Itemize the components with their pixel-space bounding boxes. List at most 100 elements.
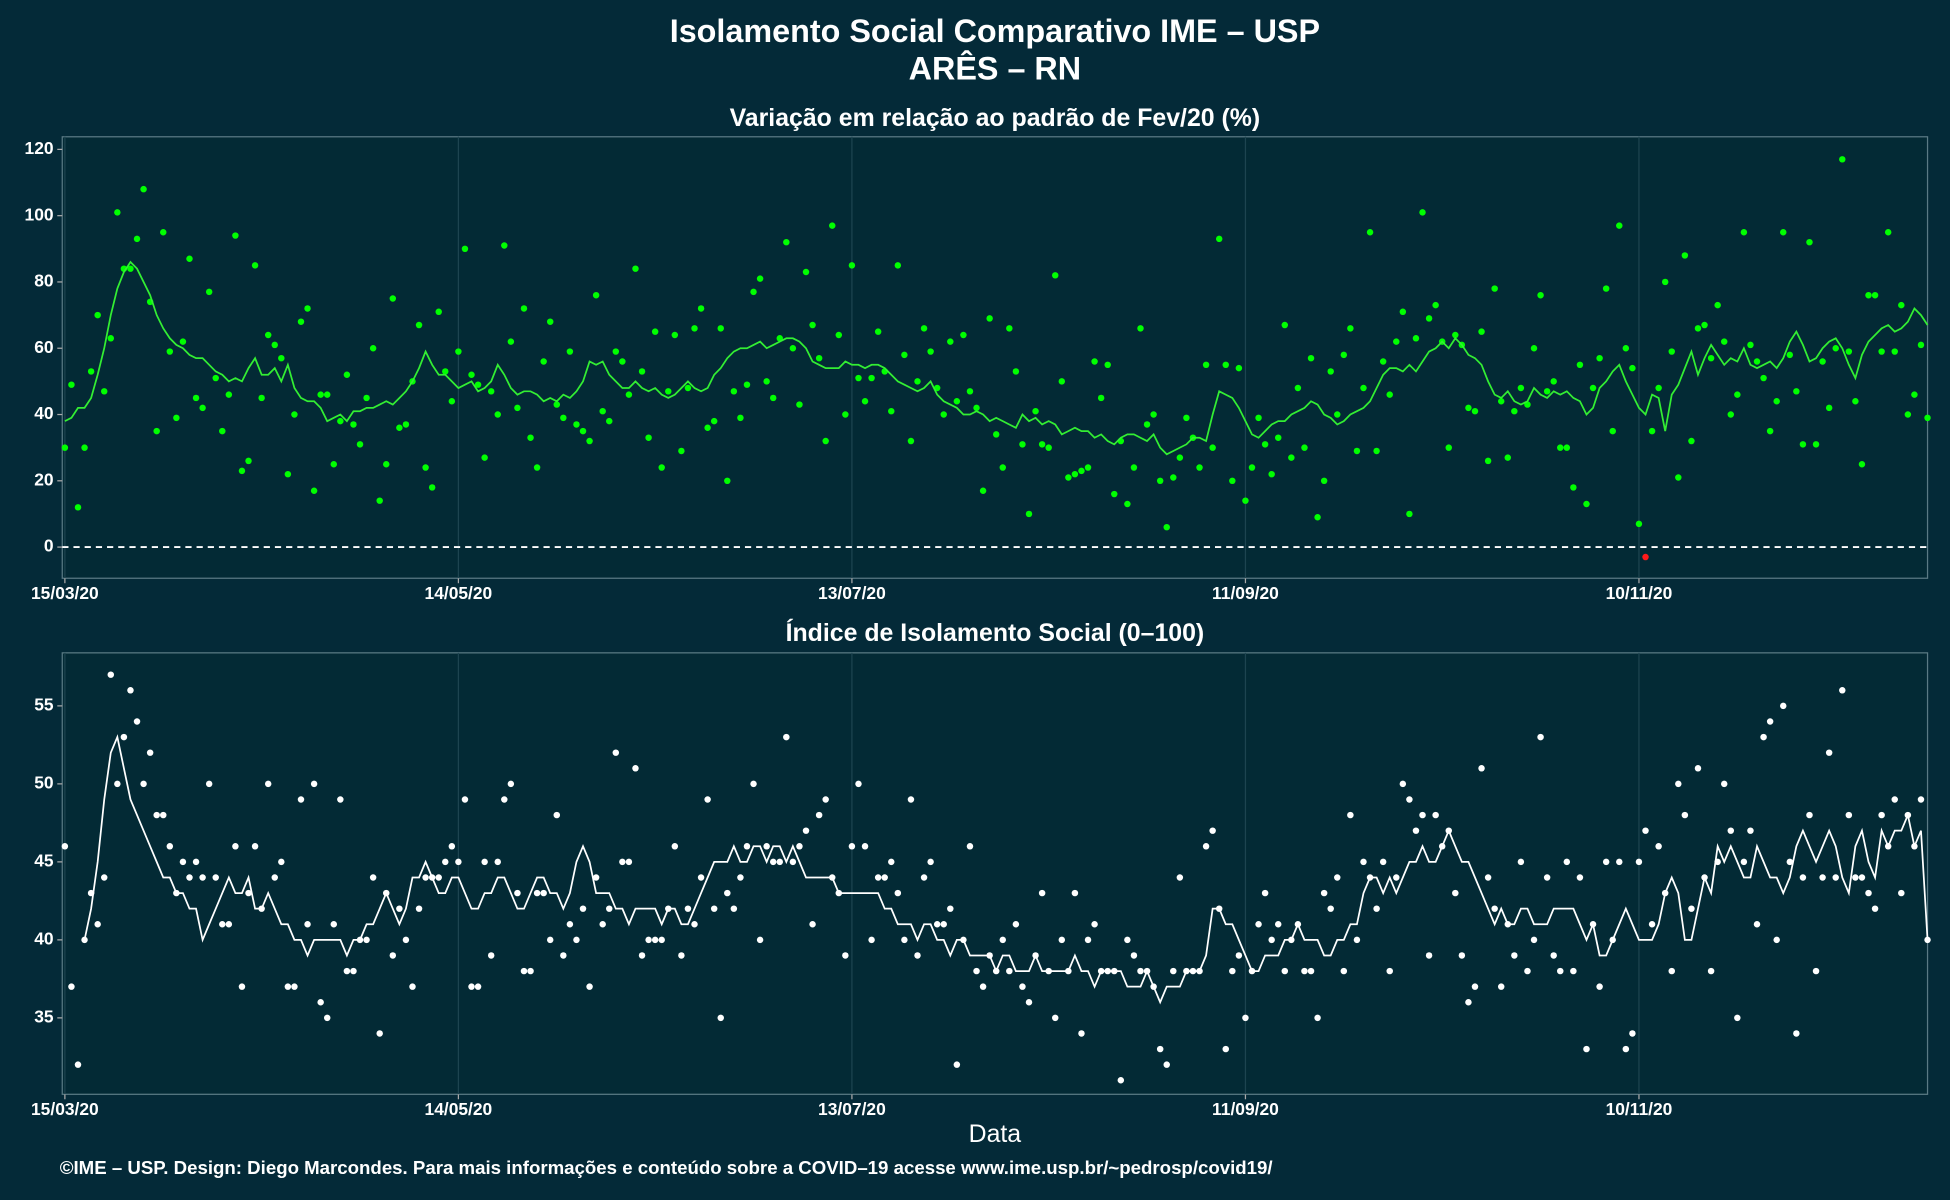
data-point [1720, 338, 1728, 345]
data-point [1825, 749, 1833, 756]
data-point [1137, 325, 1144, 332]
data-point [442, 368, 449, 375]
data-point [1911, 391, 1918, 398]
data-point [1773, 398, 1780, 405]
data-point [815, 354, 823, 362]
data-point [1038, 889, 1046, 897]
data-point [468, 371, 475, 378]
data-point [245, 457, 252, 465]
y-tick-label: 20 [34, 469, 53, 489]
data-point [592, 291, 600, 299]
data-point [783, 733, 790, 741]
data-point [730, 388, 738, 395]
data-point [1694, 325, 1702, 332]
data-point [1891, 348, 1898, 355]
data-point [1478, 765, 1485, 772]
data-point [592, 874, 600, 881]
data-point [1865, 889, 1872, 897]
data-point [1832, 345, 1839, 352]
data-point [1511, 407, 1518, 415]
data-point [1373, 905, 1380, 912]
data-point [1589, 384, 1597, 392]
x-tick-label: 14/05/20 [425, 583, 493, 603]
data-point [560, 952, 567, 959]
data-point [1445, 444, 1452, 451]
data-point [501, 242, 508, 249]
data-point [802, 268, 810, 276]
x-tick-label: 11/09/20 [1212, 583, 1279, 603]
data-point [947, 905, 954, 912]
data-point [1596, 354, 1603, 362]
data-point [1550, 378, 1557, 385]
data-point [1819, 874, 1826, 881]
data-point [448, 843, 456, 850]
data-point [1078, 467, 1085, 475]
data-point [953, 398, 961, 405]
data-point [1274, 921, 1282, 928]
data-point [219, 427, 226, 435]
data-point [501, 796, 508, 803]
data-point [507, 780, 515, 788]
data-point [1432, 811, 1439, 819]
x-tick-label: 13/07/20 [818, 583, 886, 603]
data-point [1812, 967, 1820, 975]
data-point [1602, 858, 1610, 866]
data-point [1465, 404, 1472, 412]
data-point [1852, 398, 1859, 405]
data-point [651, 328, 659, 335]
data-point [638, 368, 646, 375]
data-point [992, 431, 1000, 438]
data-point [1734, 1014, 1741, 1022]
data-point [1229, 477, 1236, 485]
data-point [468, 983, 475, 990]
data-point [1314, 514, 1321, 521]
y-tick-label: 120 [25, 138, 54, 158]
data-point [1543, 388, 1551, 395]
data-point [1235, 364, 1243, 372]
data-point [455, 348, 462, 355]
data-point [1084, 464, 1092, 471]
data-point [1478, 328, 1485, 335]
data-point [1301, 967, 1308, 975]
data-point [632, 265, 639, 272]
data-point [586, 983, 593, 990]
data-point [205, 288, 213, 296]
data-point [1360, 384, 1367, 392]
data-point [1340, 967, 1348, 975]
data-point [1543, 874, 1551, 881]
data-point [422, 874, 429, 881]
data-point [140, 185, 147, 193]
data-point [1111, 490, 1118, 498]
data-point [953, 1061, 961, 1068]
data-point [1261, 441, 1269, 448]
data-point [697, 874, 705, 881]
data-point [769, 394, 777, 402]
data-point [809, 321, 816, 329]
data-point [1668, 967, 1675, 975]
panel-title: Índice de Isolamento Social (0–100) [786, 618, 1205, 647]
data-point [1557, 967, 1564, 975]
data-point [212, 874, 219, 881]
data-point [251, 262, 259, 269]
data-point [1091, 921, 1098, 928]
data-point [1124, 500, 1131, 508]
data-point [1655, 384, 1662, 392]
data-point [612, 749, 620, 756]
data-point [1078, 1030, 1085, 1037]
data-point [704, 796, 711, 803]
data-point [1753, 358, 1761, 365]
data-point [1688, 437, 1695, 445]
data-point [1773, 936, 1780, 944]
data-point [100, 874, 108, 881]
data-point [730, 905, 738, 912]
data-point [1465, 999, 1472, 1006]
data-point [1045, 444, 1052, 451]
data-point [579, 905, 587, 912]
data-point [645, 936, 652, 944]
data-point [1629, 364, 1636, 372]
data-point [1242, 497, 1249, 504]
data-point [251, 843, 259, 850]
data-point [258, 394, 265, 402]
data-point [979, 487, 987, 494]
data-point [743, 381, 751, 388]
